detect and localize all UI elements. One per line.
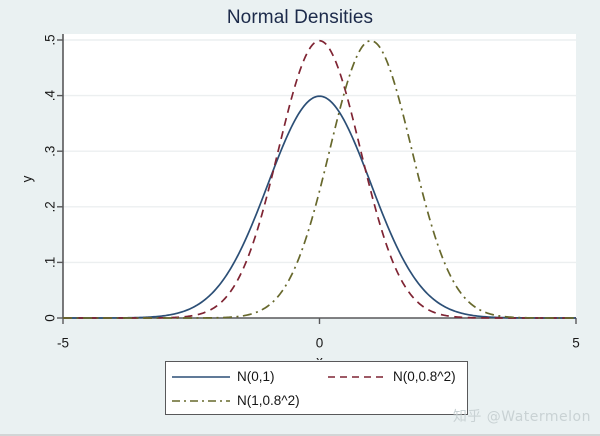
y-tick-label-0: 0 — [43, 314, 58, 322]
legend-label-1: N(0,0.8^2) — [393, 369, 456, 385]
chart-title: Normal Densities — [226, 7, 374, 28]
x-tick-label-1: 0 — [316, 336, 324, 351]
y-tick-label-2: .2 — [43, 201, 58, 212]
x-tick-label-0: -5 — [57, 336, 69, 351]
legend-swatch-0 — [172, 376, 230, 378]
y-tick-label-5: .5 — [43, 34, 58, 45]
legend-label-2: N(1,0.8^2) — [237, 393, 300, 409]
legend-entry-0: N(0,1) — [172, 366, 275, 388]
watermark: 知乎 @Watermelon — [452, 409, 591, 425]
legend-swatch-1 — [328, 376, 386, 378]
legend-entry-2: N(1,0.8^2) — [172, 390, 300, 412]
y-axis-title: y — [20, 175, 35, 182]
legend-entry-1: N(0,0.8^2) — [328, 366, 456, 388]
plot-background — [63, 34, 576, 318]
y-tick-label-4: .4 — [43, 89, 58, 101]
plot-canvas: 0 .1 .2 .3 .4 .5 y -5 0 5 x — [20, 34, 580, 360]
legend-swatch-2 — [172, 400, 230, 402]
y-tick-label-1: .1 — [43, 257, 58, 268]
y-tick-label-3: .3 — [43, 146, 58, 157]
series-line-2 — [63, 39, 576, 319]
legend-label-0: N(0,1) — [237, 369, 275, 385]
x-tick-label-2: 5 — [572, 336, 580, 351]
x-axis-title: x — [316, 354, 323, 360]
chart-legend: N(0,1) N(0,0.8^2) N(1,0.8^2) — [165, 361, 468, 415]
